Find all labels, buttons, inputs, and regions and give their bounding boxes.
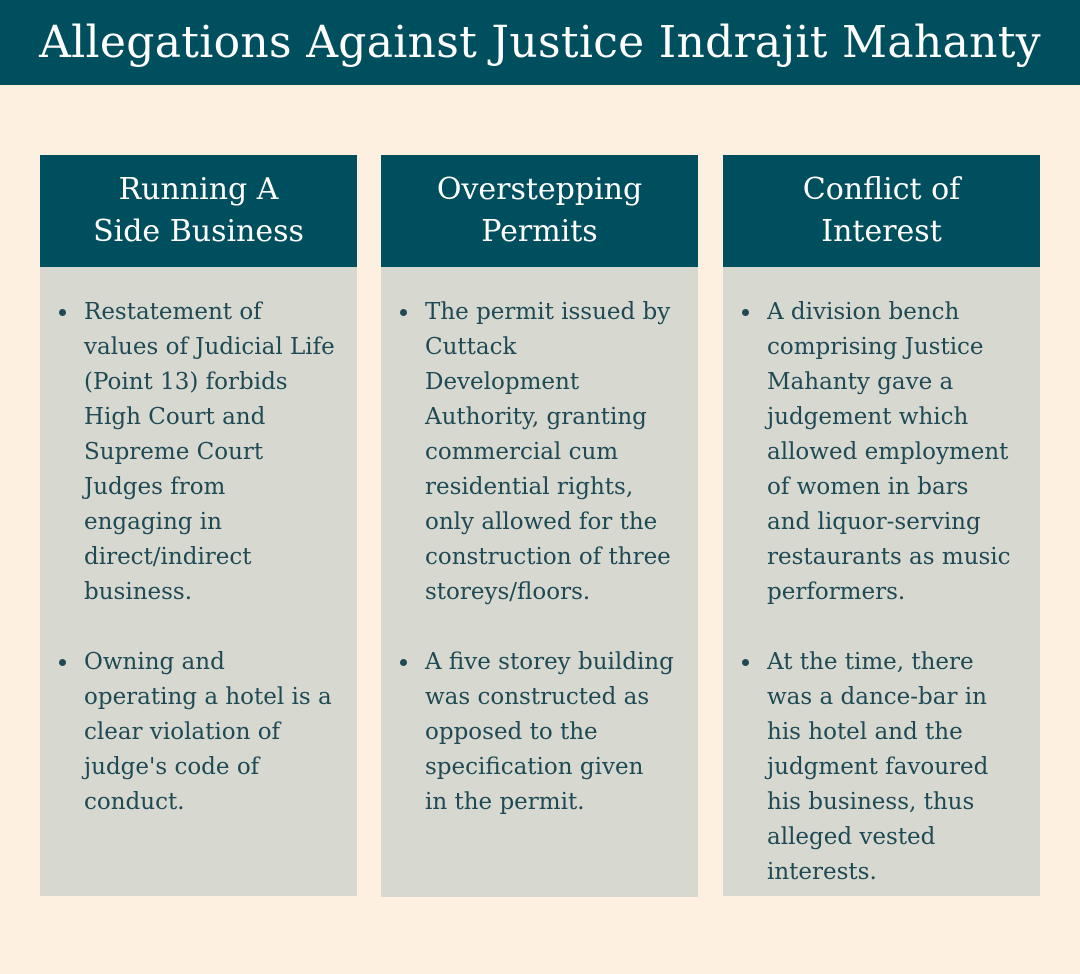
bullet-item: At the time, there was a dance-bar in hi… [742,645,1034,890]
bullet-list: Restatement of values of Judicial Life (… [59,295,351,820]
bullet-item: Owning and operating a hotel is a clear … [59,645,351,820]
column-body: Restatement of values of Judicial Life (… [40,267,357,896]
column-side-business: Running A Side Business Restatement of v… [40,155,357,896]
column-body: A division bench comprising Justice Maha… [723,267,1040,896]
page-title: Allegations Against Justice Indrajit Mah… [39,17,1041,68]
column-conflict-of-interest: Conflict of Interest A division bench co… [723,155,1040,896]
title-banner: Allegations Against Justice Indrajit Mah… [0,0,1080,85]
bullet-list: A division bench comprising Justice Maha… [742,295,1034,890]
bullet-item: A five storey building was constructed a… [400,645,692,820]
column-overstepping-permits: Overstepping Permits The permit issued b… [381,155,698,897]
bullet-item: The permit issued by Cuttack Development… [400,295,692,610]
bullet-list: The permit issued by Cuttack Development… [400,295,692,820]
column-heading: Running A Side Business [40,155,357,267]
column-body: The permit issued by Cuttack Development… [381,267,698,897]
bullet-item: Restatement of values of Judicial Life (… [59,295,351,610]
column-heading: Conflict of Interest [723,155,1040,267]
column-heading: Overstepping Permits [381,155,698,267]
bullet-item: A division bench comprising Justice Maha… [742,295,1034,610]
